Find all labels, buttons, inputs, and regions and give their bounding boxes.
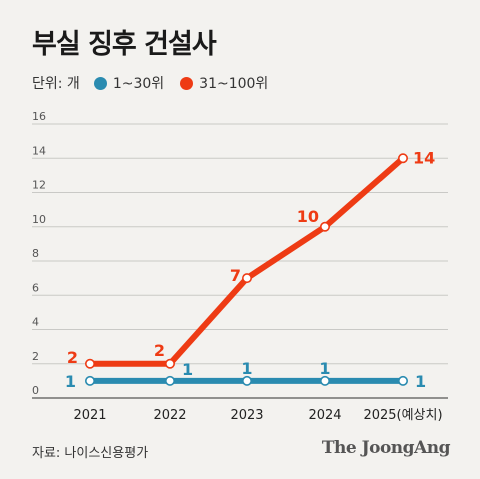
legend-swatch-31-100 bbox=[180, 76, 194, 90]
series-31-100-point bbox=[165, 358, 176, 369]
series-31-100-point bbox=[242, 273, 253, 284]
series-top30-data-label: 1 bbox=[319, 359, 330, 378]
legend-label-top30: 1~30위 bbox=[112, 76, 165, 92]
x-tick-label: 2025(예상치) bbox=[363, 408, 442, 423]
series-31-100-data-label: 10 bbox=[297, 207, 319, 226]
x-tick-label: 2021 bbox=[73, 408, 106, 423]
y-tick-label: 2 bbox=[32, 350, 39, 363]
legend-swatch-top30 bbox=[93, 76, 107, 90]
y-tick-label: 12 bbox=[32, 179, 46, 192]
legend-item-top30: 1~30위 bbox=[93, 73, 165, 93]
y-tick-label: 6 bbox=[32, 281, 39, 294]
unit-label: 단위: 개 bbox=[32, 76, 80, 92]
series-31-100-data-label: 2 bbox=[154, 341, 165, 360]
series-top30-data-label: 1 bbox=[415, 372, 426, 391]
series-top30-point bbox=[397, 375, 408, 386]
x-tick-label: 2024 bbox=[308, 408, 341, 423]
y-tick-label: 0 bbox=[32, 384, 39, 397]
source-note: 자료: 나이스신용평가 bbox=[32, 446, 149, 461]
series-top30-data-label: 1 bbox=[182, 360, 193, 379]
series-top30-data-label: 1 bbox=[65, 372, 76, 391]
x-tick-label: 2022 bbox=[153, 408, 186, 423]
series-top30-point bbox=[165, 375, 176, 386]
y-tick-label: 10 bbox=[32, 213, 46, 226]
series-31-100-point bbox=[397, 153, 408, 164]
legend: 단위: 개 1~30위 31~100위 bbox=[32, 73, 284, 93]
series-31-100-data-label: 14 bbox=[413, 148, 435, 167]
series-top30-point bbox=[242, 375, 253, 386]
series-top30-point bbox=[85, 375, 96, 386]
y-tick-label: 16 bbox=[32, 110, 46, 123]
series-top30-point bbox=[319, 375, 330, 386]
y-tick-label: 8 bbox=[32, 247, 39, 260]
series-31-100-data-label: 7 bbox=[230, 266, 241, 285]
series-top30-data-label: 1 bbox=[241, 359, 252, 378]
publisher-logo: The JoongAng bbox=[321, 438, 451, 458]
x-tick-label: 2023 bbox=[230, 408, 263, 423]
legend-label-31-100: 31~100위 bbox=[199, 76, 269, 92]
y-tick-label: 14 bbox=[32, 144, 46, 157]
series-31-100-point bbox=[85, 358, 96, 369]
series-31-100-point bbox=[319, 221, 330, 232]
chart-title: 부실 징후 건설사 bbox=[32, 29, 217, 60]
legend-item-31-100: 31~100위 bbox=[180, 73, 268, 93]
series-31-100-data-label: 2 bbox=[67, 348, 78, 367]
y-tick-label: 4 bbox=[32, 316, 39, 329]
